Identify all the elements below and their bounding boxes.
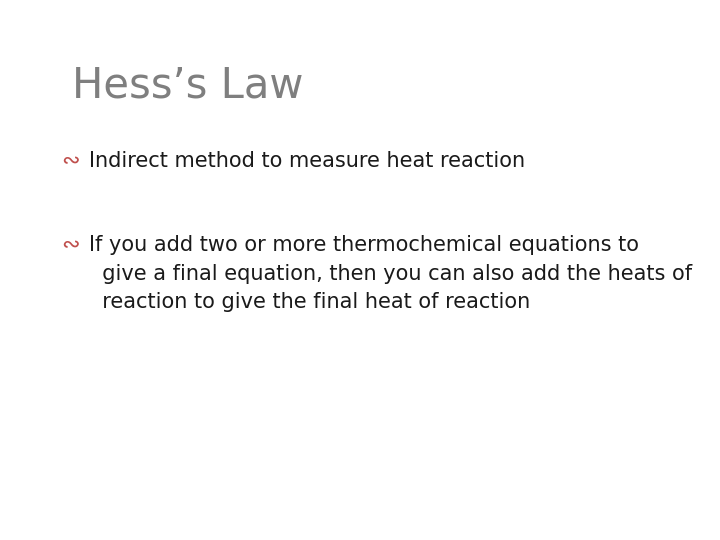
- Text: ∾: ∾: [61, 151, 80, 171]
- Text: Hess’s Law: Hess’s Law: [72, 65, 303, 107]
- Text: Indirect method to measure heat reaction: Indirect method to measure heat reaction: [89, 151, 525, 171]
- Text: If you add two or more thermochemical equations to
  give a final equation, then: If you add two or more thermochemical eq…: [89, 235, 692, 313]
- Text: ∾: ∾: [61, 235, 80, 255]
